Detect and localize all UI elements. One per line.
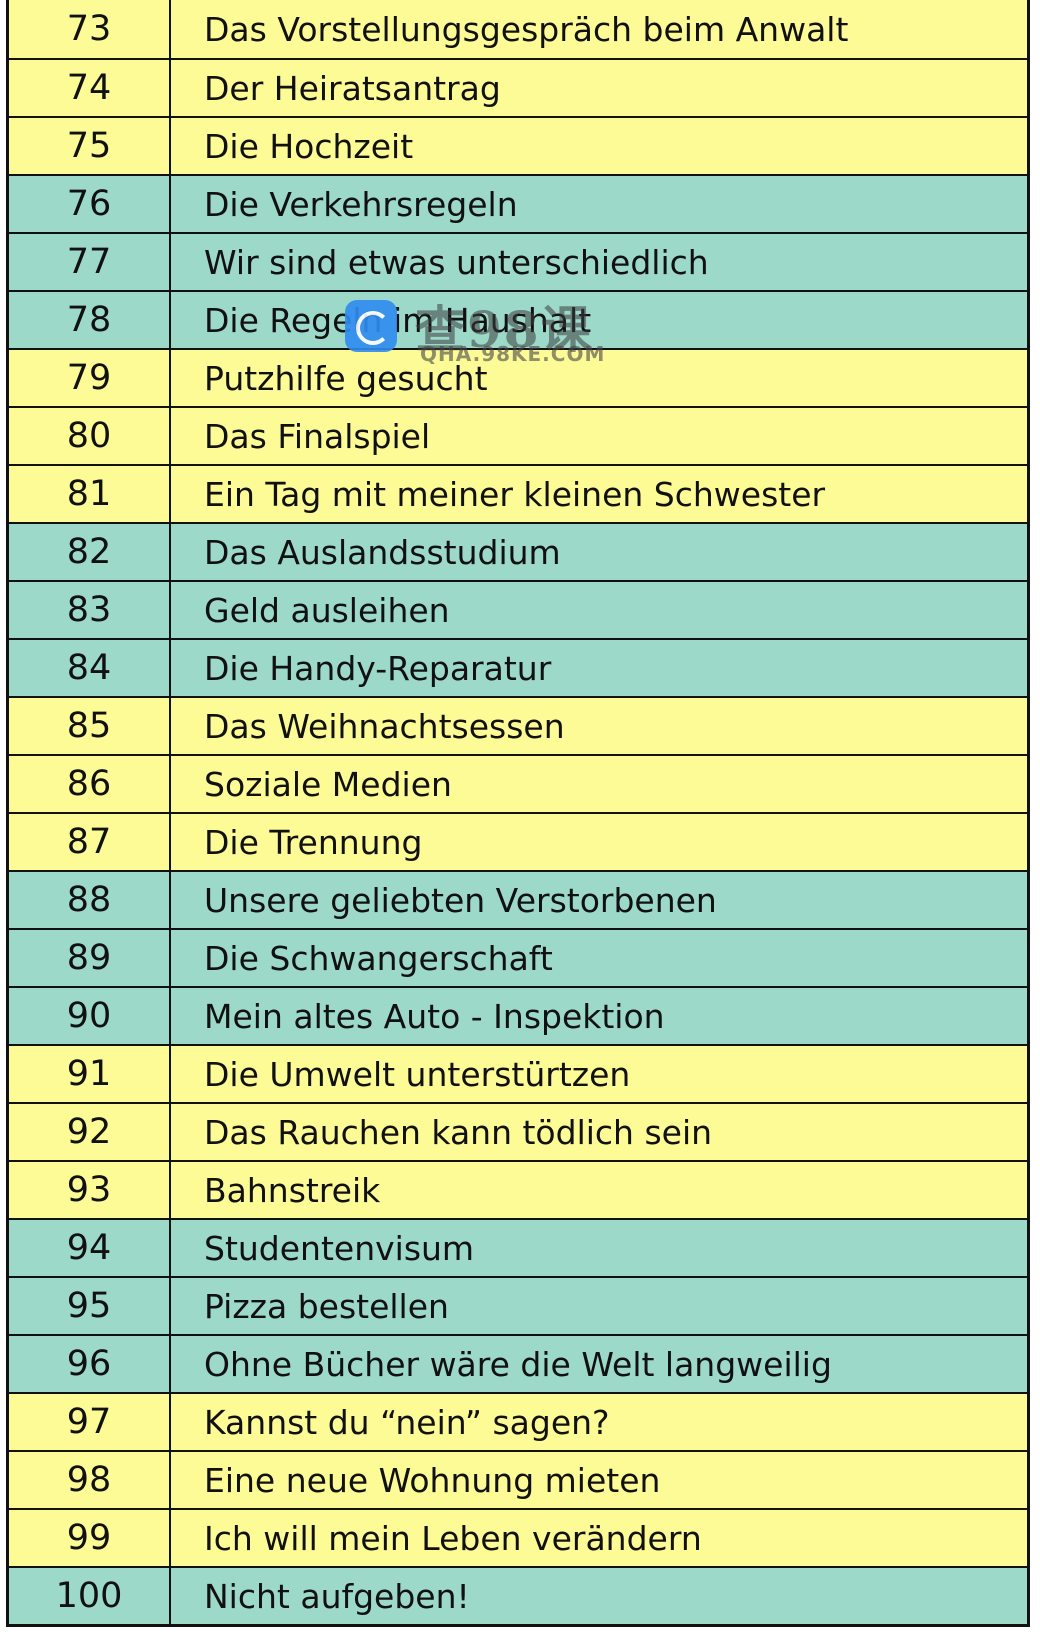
row-number: 75 [9, 118, 171, 174]
table-row: 100 Nicht aufgeben! [9, 1566, 1027, 1624]
row-number: 89 [9, 930, 171, 986]
row-number: 96 [9, 1336, 171, 1392]
table-row: 73 Das Vorstellungsgespräch beim Anwalt [9, 0, 1027, 58]
row-title: Das Finalspiel [204, 416, 431, 456]
table-row: 81 Ein Tag mit meiner kleinen Schwester [9, 464, 1027, 522]
row-number: 73 [9, 0, 171, 58]
row-number: 84 [9, 640, 171, 696]
table-row: 91 Die Umwelt unterstürtzen [9, 1044, 1027, 1102]
row-number: 76 [9, 176, 171, 232]
row-number: 95 [9, 1278, 171, 1334]
table-row: 79 Putzhilfe gesucht [9, 348, 1027, 406]
table-row: 83 Geld ausleihen [9, 580, 1027, 638]
table-row: 97 Kannst du “nein” sagen? [9, 1392, 1027, 1450]
table-row: 82 Das Auslandsstudium [9, 522, 1027, 580]
table-row: 92 Das Rauchen kann tödlich sein [9, 1102, 1027, 1160]
row-title: Die Hochzeit [204, 126, 414, 166]
row-number: 83 [9, 582, 171, 638]
row-title: Das Auslandsstudium [204, 532, 561, 572]
row-number: 78 [9, 292, 171, 348]
row-number: 94 [9, 1220, 171, 1276]
row-title: Ein Tag mit meiner kleinen Schwester [204, 474, 826, 514]
table-row: 74 Der Heiratsantrag [9, 58, 1027, 116]
row-title: Die Trennung [204, 822, 423, 862]
table-body: 73 Das Vorstellungsgespräch beim Anwalt 74… [9, 0, 1027, 1624]
row-number: 80 [9, 408, 171, 464]
row-number: 74 [9, 60, 171, 116]
row-number: 87 [9, 814, 171, 870]
table-row: 98 Eine neue Wohnung mieten [9, 1450, 1027, 1508]
row-number: 79 [9, 350, 171, 406]
row-title: Putzhilfe gesucht [204, 358, 488, 398]
table-row: 77 Wir sind etwas unterschiedlich [9, 232, 1027, 290]
table-row: 95 Pizza bestellen [9, 1276, 1027, 1334]
row-number: 88 [9, 872, 171, 928]
row-title: Die Regeln im Haushalt [204, 300, 592, 340]
row-title: Pizza bestellen [204, 1286, 449, 1326]
row-number: 97 [9, 1394, 171, 1450]
table-row: 78 Die Regeln im Haushalt [9, 290, 1027, 348]
row-number: 85 [9, 698, 171, 754]
row-title: Unsere geliebten Verstorbenen [204, 880, 717, 920]
row-number: 86 [9, 756, 171, 812]
table-row: 89 Die Schwangerschaft [9, 928, 1027, 986]
table-row: 76 Die Verkehrsregeln [9, 174, 1027, 232]
row-number: 82 [9, 524, 171, 580]
table-row: 87 Die Trennung [9, 812, 1027, 870]
table-row: 84 Die Handy-Reparatur [9, 638, 1027, 696]
row-title: Mein altes Auto - Inspektion [204, 996, 665, 1036]
row-title: Das Weihnachtsessen [204, 706, 565, 746]
row-title: Eine neue Wohnung mieten [204, 1460, 661, 1500]
row-number: 81 [9, 466, 171, 522]
table-row: 86 Soziale Medien [9, 754, 1027, 812]
table-row: 93 Bahnstreik [9, 1160, 1027, 1218]
table-row: 85 Das Weihnachtsessen [9, 696, 1027, 754]
row-number: 99 [9, 1510, 171, 1566]
row-number: 90 [9, 988, 171, 1044]
table-row: 80 Das Finalspiel [9, 406, 1027, 464]
table-row: 94 Studentenvisum [9, 1218, 1027, 1276]
row-title: Soziale Medien [204, 764, 452, 804]
row-title: Ohne Bücher wäre die Welt langweilig [204, 1344, 832, 1384]
row-title: Geld ausleihen [204, 590, 450, 630]
row-title: Die Schwangerschaft [204, 938, 553, 978]
row-title: Die Umwelt unterstürtzen [204, 1054, 631, 1094]
row-title: Nicht aufgeben! [204, 1576, 470, 1616]
row-number: 92 [9, 1104, 171, 1160]
row-title: Das Rauchen kann tödlich sein [204, 1112, 713, 1152]
table-row: 90 Mein altes Auto - Inspektion [9, 986, 1027, 1044]
table-row: 75 Die Hochzeit [9, 116, 1027, 174]
row-title: Der Heiratsantrag [204, 68, 501, 108]
row-title: Ich will mein Leben verändern [204, 1518, 702, 1558]
row-number: 100 [9, 1568, 171, 1624]
table-row: 99 Ich will mein Leben verändern [9, 1508, 1027, 1566]
row-number: 98 [9, 1452, 171, 1508]
topic-table: 73 Das Vorstellungsgespräch beim Anwalt 74… [6, 0, 1030, 1627]
row-title: Die Verkehrsregeln [204, 184, 518, 224]
row-title: Bahnstreik [204, 1170, 381, 1210]
table-row: 96 Ohne Bücher wäre die Welt langweilig [9, 1334, 1027, 1392]
row-title: Die Handy-Reparatur [204, 648, 552, 688]
row-number: 93 [9, 1162, 171, 1218]
table-row: 88 Unsere geliebten Verstorbenen [9, 870, 1027, 928]
row-number: 91 [9, 1046, 171, 1102]
row-title: Wir sind etwas unterschiedlich [204, 242, 709, 282]
row-title: Studentenvisum [204, 1228, 475, 1268]
row-title: Kannst du “nein” sagen? [204, 1402, 610, 1442]
row-number: 77 [9, 234, 171, 290]
row-title: Das Vorstellungsgespräch beim Anwalt [204, 9, 849, 49]
